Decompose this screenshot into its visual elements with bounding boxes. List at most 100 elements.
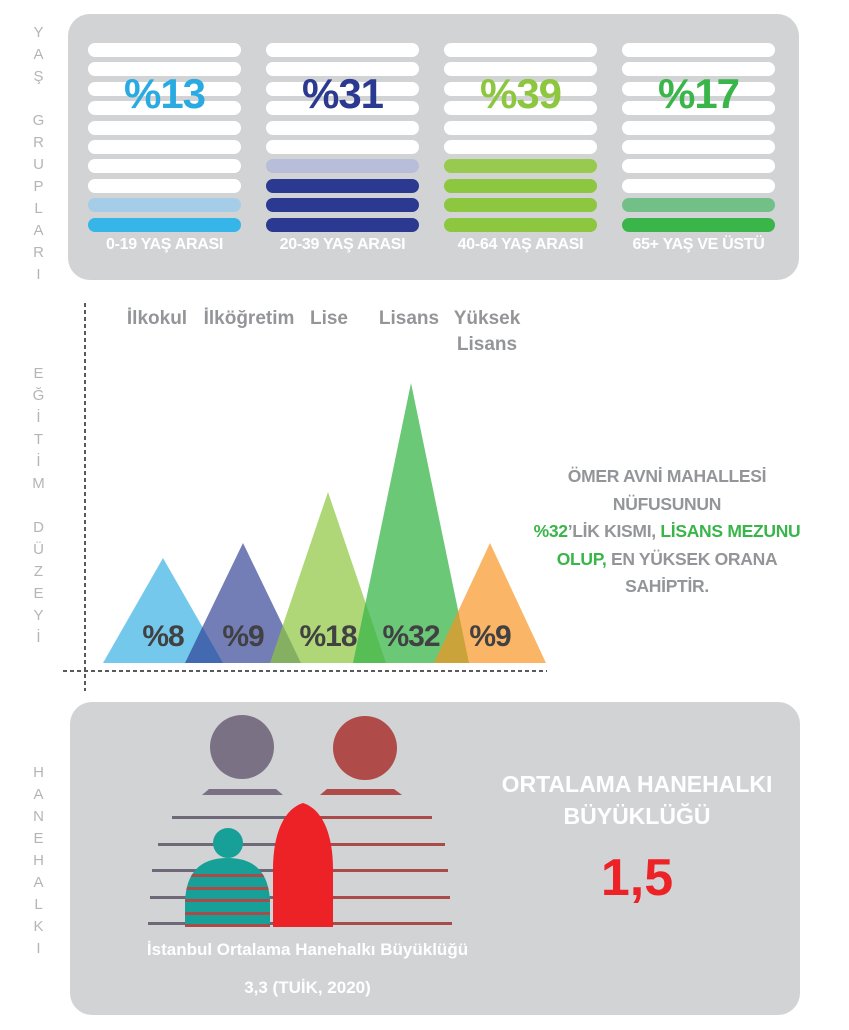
education-category-label: Lisans [378, 308, 440, 329]
bar-segment [88, 139, 241, 154]
bar-segment [622, 81, 775, 96]
bar-segment [622, 120, 775, 135]
bar-segment [622, 43, 775, 57]
education-category-label: Lise [309, 308, 349, 329]
bar-segment [444, 62, 597, 77]
bar-segment [88, 62, 241, 77]
annotation-segment: ’LİK KISMI, [567, 521, 661, 541]
annotation-segment: EN YÜKSEK ORANA SAHİPTİR. [606, 548, 778, 597]
bar-segment [622, 178, 775, 193]
household-heading-line2: BÜYÜKLÜĞÜ [563, 803, 711, 829]
annotation-line: ÖMER AVNİ MAHALLESİ NÜFUSUNUN [517, 463, 817, 518]
section-label-household: HANEHALKI [30, 764, 47, 962]
parent1-shoulders [202, 789, 283, 795]
household-caption: İstanbul Ortalama Hanehalkı Büyüklüğü [146, 940, 469, 959]
bar-segment [88, 159, 241, 174]
triangle-percentage-label: %32 [382, 620, 439, 653]
education-triangle [103, 558, 223, 663]
age-range-label: 65+ YAŞ VE ÜSTÜ [632, 236, 765, 253]
household-reference-value: 3,3 (TUİK, 2020) [244, 978, 371, 997]
triangle-percentage-label: %9 [469, 620, 511, 653]
bar-segment [266, 120, 419, 135]
bar-segment [88, 120, 241, 135]
bar-segment [444, 159, 597, 174]
household-size-value: 1,5 [600, 849, 674, 907]
age-group-column: %13 0-19 YAŞ ARASI [88, 43, 241, 253]
age-columns: %13 0-19 YAŞ ARASI %31 20-39 YAŞ ARASI %39 40… [88, 43, 775, 253]
bar-segment [266, 139, 419, 154]
education-triangle [270, 492, 386, 663]
bar-segment [266, 43, 419, 57]
bar-segment [266, 81, 419, 96]
age-range-label: 40-64 YAŞ ARASI [457, 236, 584, 253]
annotation-segment: OLUP, [556, 548, 607, 569]
education-triangle [185, 543, 301, 663]
bar-segment [622, 198, 775, 213]
education-category-label: Yüksek Lisans [453, 308, 521, 355]
household-heading-line1: ORTALAMA HANEHALKI [501, 771, 773, 797]
parent2-shoulders [320, 789, 402, 795]
red-person-figure [273, 803, 333, 927]
bar-segment [444, 178, 597, 193]
education-triangle [353, 383, 469, 663]
household-panel: ORTALAMA HANEHALKI BÜYÜKLÜĞÜ 1,5 İstanbu… [70, 702, 800, 1015]
education-triangle [434, 543, 546, 663]
household-heading: ORTALAMA HANEHALKI BÜYÜKLÜĞÜ [487, 768, 787, 832]
child-figure [185, 828, 270, 927]
education-triangle-chart: %8 %9 %18 %32 %9 [103, 383, 546, 663]
bar-segment [266, 198, 419, 213]
section-label-education: EĞİTİM DÜZEYİ [30, 365, 47, 651]
parent2-head [333, 716, 397, 780]
child-stripes [185, 874, 270, 927]
age-range-label: 20-39 YAŞ ARASI [279, 236, 406, 253]
bar-segment [266, 62, 419, 77]
annotation-segment: LİSANS MEZUNU [660, 521, 801, 541]
age-groups-panel: %13 0-19 YAŞ ARASI %31 20-39 YAŞ ARASI %39 40… [68, 14, 799, 280]
education-annotation: ÖMER AVNİ MAHALLESİ NÜFUSUNUN %32’LİK KIS… [517, 463, 817, 601]
bar-segment [444, 198, 597, 213]
bar-segment [88, 178, 241, 193]
bar-segment [622, 101, 775, 116]
age-percentage-value: %39 [479, 70, 562, 117]
bar-segment [88, 217, 241, 232]
bar-segment [88, 81, 241, 96]
bar-segment [88, 101, 241, 116]
education-category-label: İlköğretim [203, 308, 295, 329]
bar-segment [266, 217, 419, 232]
age-group-column: %31 20-39 YAŞ ARASI [266, 43, 419, 253]
age-percentage-value: %31 [301, 70, 384, 117]
bar-segment [266, 178, 419, 193]
bar-segment [444, 81, 597, 96]
education-category-label: İlkokul [126, 308, 188, 329]
bar-segment [622, 217, 775, 232]
y-axis-dashed-line [84, 303, 86, 691]
annotation-line: %32’LİK KISMI, LİSANS MEZUNU [517, 518, 817, 546]
annotation-segment: ÖMER AVNİ MAHALLESİ NÜFUSUNUN [567, 466, 767, 514]
age-group-column: %39 40-64 YAŞ ARASI [444, 43, 597, 253]
section-label-age-groups: YAŞ GRUPLARI [30, 24, 47, 288]
bar-segment [444, 101, 597, 116]
bar-segment [444, 120, 597, 135]
bar-segment [444, 217, 597, 232]
triangle-percentage-label: %8 [142, 620, 184, 653]
age-percentage-value: %17 [657, 70, 740, 117]
bar-segment [622, 139, 775, 154]
family-illustration [148, 715, 452, 927]
age-group-column: %17 65+ YAŞ VE ÜSTÜ [622, 43, 775, 253]
bar-segment [622, 159, 775, 174]
parent1-head [210, 715, 274, 779]
bar-segment [88, 198, 241, 213]
annotation-segment: %32 [533, 521, 568, 541]
age-range-label: 0-19 YAŞ ARASI [105, 236, 224, 253]
triangle-percentage-label: %18 [299, 620, 356, 653]
age-percentage-value: %13 [123, 70, 206, 117]
triangle-percentage-label: %9 [222, 620, 264, 653]
bar-segment [622, 62, 775, 77]
bar-segment [88, 43, 241, 57]
bar-segment [444, 139, 597, 154]
bar-segment [444, 43, 597, 57]
x-axis-dashed-line [63, 670, 547, 672]
annotation-line: OLUP, EN YÜKSEK ORANA SAHİPTİR. [517, 546, 817, 601]
bar-segment [266, 101, 419, 116]
